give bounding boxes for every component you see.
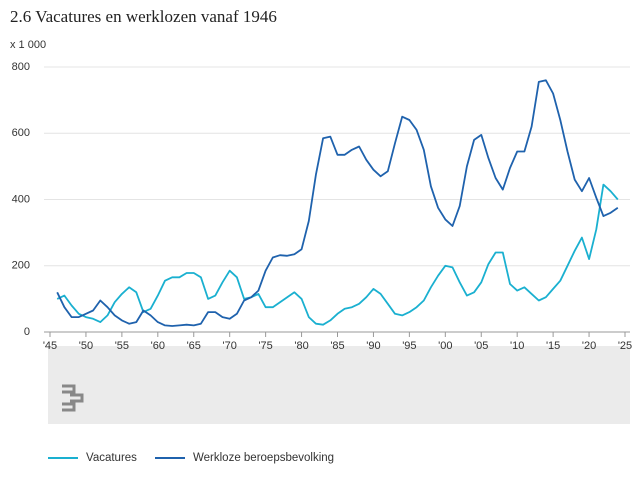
- y-unit: x 1 000: [10, 39, 46, 51]
- x-tick-label: '95: [402, 340, 416, 352]
- x-tick-label: '60: [151, 340, 165, 352]
- legend-label: Werkloze beroepsbevolking: [193, 452, 334, 464]
- x-tick-label: '90: [366, 340, 380, 352]
- logo: [62, 384, 84, 412]
- series-line: [56, 183, 619, 326]
- x-tick-label: '75: [258, 340, 272, 352]
- y-tick-label: 600: [12, 127, 30, 139]
- x-tick-label: '50: [79, 340, 93, 352]
- y-tick-label: 200: [12, 260, 30, 272]
- footer-band: [48, 346, 630, 424]
- x-tick-label: '05: [474, 340, 488, 352]
- x-tick-label: '55: [115, 340, 129, 352]
- x-tick-label: '65: [187, 340, 201, 352]
- series-line: [56, 79, 619, 327]
- y-tick-label: 400: [12, 193, 30, 205]
- x-tick-label: '80: [294, 340, 308, 352]
- x-tick-label: '20: [582, 340, 596, 352]
- legend-label: Vacatures: [86, 452, 137, 464]
- x-tick-label: '10: [510, 340, 524, 352]
- x-tick-label: '70: [223, 340, 237, 352]
- x-tick-label: '15: [546, 340, 560, 352]
- chart-title: 2.6 Vacatures en werklozen vanaf 1946: [10, 7, 277, 26]
- x-tick-label: '85: [330, 340, 344, 352]
- y-tick-label: 800: [12, 61, 30, 73]
- y-tick-label: 0: [24, 326, 30, 338]
- x-tick-label: '25: [618, 340, 632, 352]
- x-tick-label: '45: [43, 340, 57, 352]
- x-tick-label: '00: [438, 340, 452, 352]
